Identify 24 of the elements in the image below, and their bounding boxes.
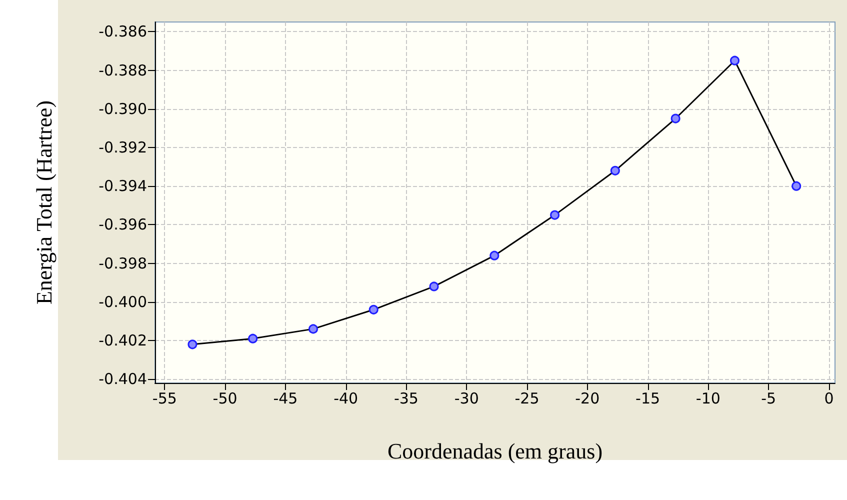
x-tick-label: -25 <box>514 390 540 408</box>
x-tick-label: -50 <box>212 390 238 408</box>
x-tick-label: -30 <box>454 390 479 408</box>
y-tick-label: -0.396 <box>98 216 147 234</box>
y-tick-label: -0.392 <box>98 138 147 156</box>
y-tick-label: -0.402 <box>98 332 147 350</box>
y-tick-label: -0.404 <box>98 370 147 388</box>
y-tick-label: -0.400 <box>98 292 147 311</box>
y-tick-label: -0.398 <box>98 254 147 272</box>
x-axis-title: Coordenadas (em graus) <box>387 438 603 464</box>
x-tick-label: -5 <box>761 390 776 408</box>
y-tick-label: -0.388 <box>98 61 147 80</box>
x-tick-label: -45 <box>273 390 298 408</box>
x-tick-label: -40 <box>334 390 358 408</box>
x-tick-label: -35 <box>394 390 418 408</box>
x-tick-label: -10 <box>696 390 720 408</box>
y-tick-label: -0.386 <box>98 22 147 41</box>
x-tick-label: 0 <box>824 390 834 408</box>
x-tick-label: -15 <box>636 390 660 408</box>
x-tick-label: -20 <box>575 390 600 408</box>
y-axis-title: Energia Total (Hartree) <box>32 100 56 305</box>
y-tick-label: -0.390 <box>98 100 147 118</box>
y-tick-label: -0.394 <box>98 177 147 196</box>
x-tick-label: -55 <box>152 390 177 408</box>
